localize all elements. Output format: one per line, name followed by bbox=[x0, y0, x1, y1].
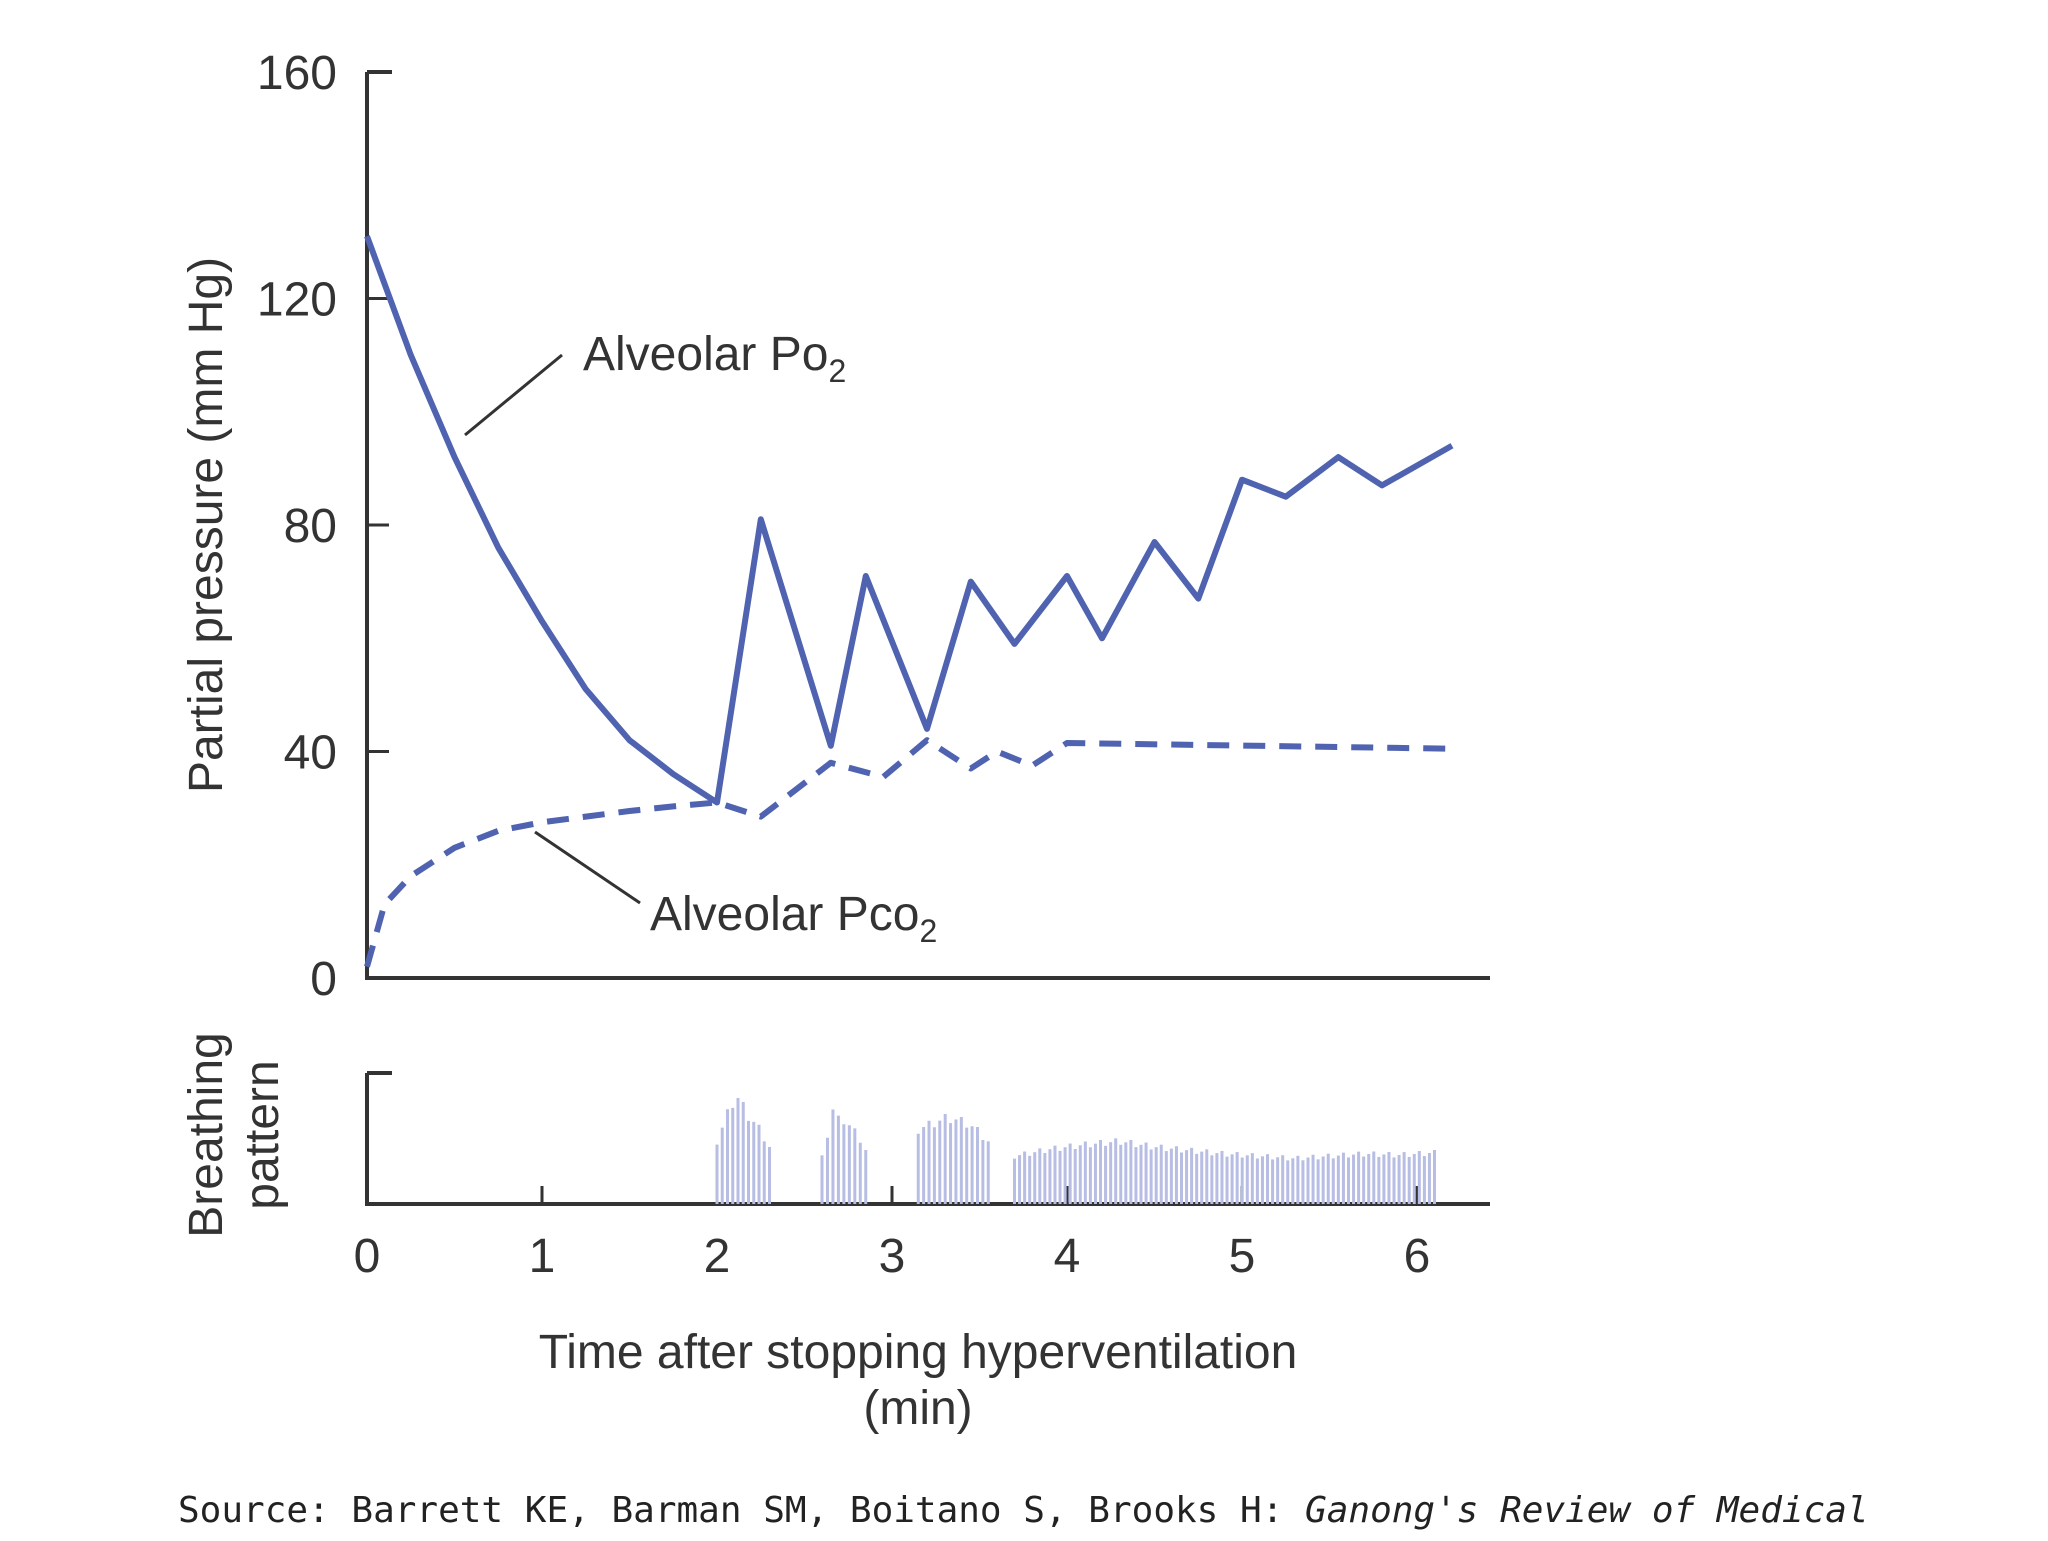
y-tick-group: 0 40 80 120 160 bbox=[257, 47, 389, 1006]
x-tick-label: 2 bbox=[704, 1230, 731, 1283]
po2-label-sub: 2 bbox=[828, 353, 846, 389]
x-tick-label: 0 bbox=[354, 1230, 381, 1283]
pco2-label-sub: 2 bbox=[919, 913, 937, 949]
pco2-series-line bbox=[364, 737, 1453, 968]
pco2-label-text: Alveolar Pco bbox=[650, 888, 919, 941]
series-line-group bbox=[364, 235, 1454, 968]
breathing-label-line1: Breathing bbox=[180, 1032, 233, 1237]
pco2-leader-line bbox=[534, 830, 641, 905]
x-axis-unit: (min) bbox=[863, 1382, 972, 1435]
y-tick-label: 40 bbox=[284, 727, 337, 780]
breathing-bar-group bbox=[715, 1097, 1436, 1204]
x-tick-group: 0 1 2 3 4 5 6 bbox=[354, 1186, 1431, 1283]
y-tick-label: 120 bbox=[257, 274, 337, 327]
y-tick-label: 0 bbox=[310, 953, 337, 1006]
x-axis-label: Time after stopping hyperventilation bbox=[539, 1326, 1298, 1379]
po2-leader-line bbox=[464, 353, 563, 437]
breathing-label-line2: pattern bbox=[236, 1060, 289, 1209]
source-text: Source: Barrett KE, Barman SM, Boitano S… bbox=[178, 1490, 1306, 1531]
source-italic-text: Ganong's Review of Medical bbox=[1305, 1490, 1869, 1531]
po2-series-line bbox=[364, 235, 1454, 806]
y-axis-label: Partial pressure (mm Hg) bbox=[180, 257, 233, 793]
x-tick-label: 4 bbox=[1054, 1230, 1081, 1283]
pco2-series-label: Alveolar Pco2 bbox=[650, 888, 937, 949]
x-tick-label: 1 bbox=[529, 1230, 556, 1283]
po2-label-text: Alveolar Po bbox=[583, 328, 828, 381]
po2-series-label: Alveolar Po2 bbox=[583, 328, 846, 389]
y-tick-label: 80 bbox=[284, 500, 337, 553]
x-tick-label: 5 bbox=[1229, 1230, 1256, 1283]
x-tick-label: 3 bbox=[879, 1230, 906, 1283]
x-tick-label: 6 bbox=[1404, 1230, 1431, 1283]
y-tick-label: 160 bbox=[257, 47, 337, 100]
source-citation: Source: Barrett KE, Barman SM, Boitano S… bbox=[178, 1490, 1869, 1531]
